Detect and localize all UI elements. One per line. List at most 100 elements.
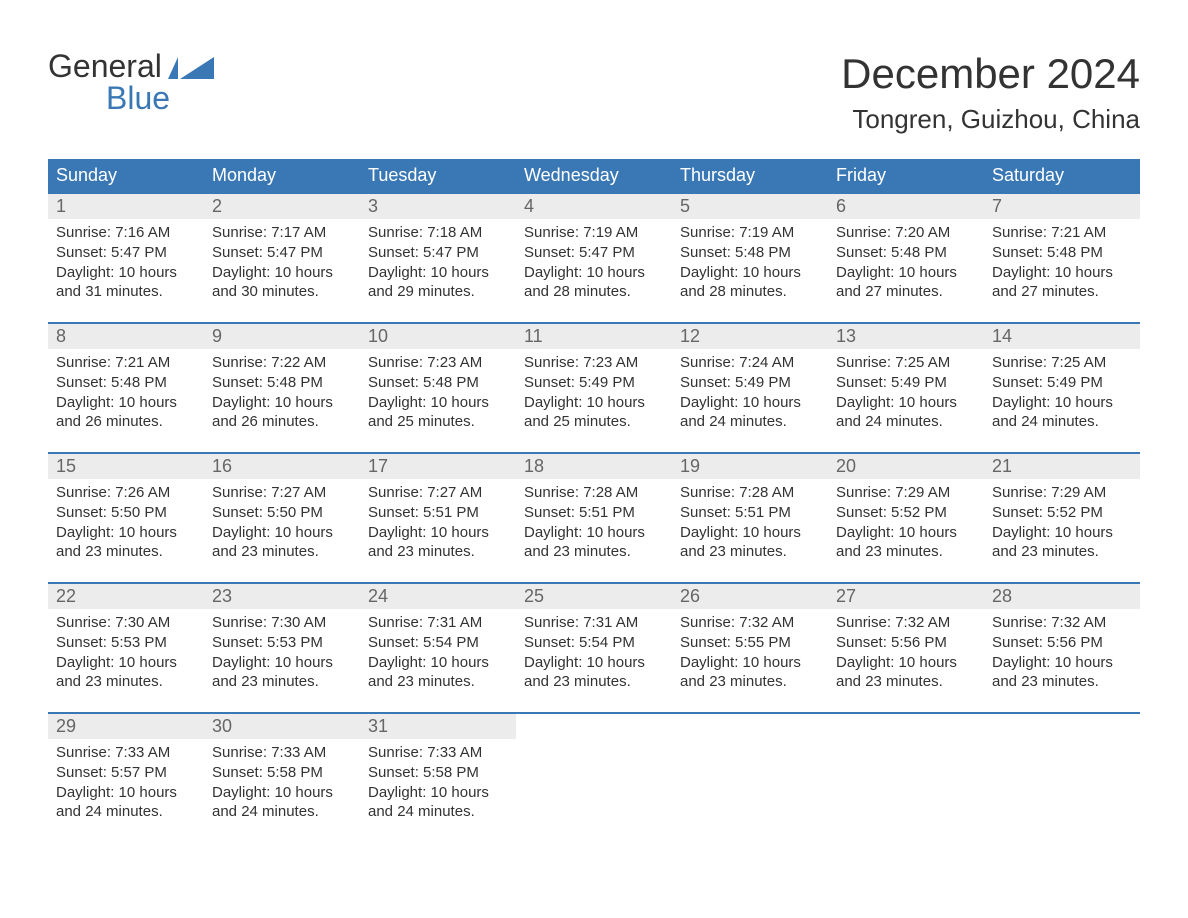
daylight-line2: and 26 minutes.	[212, 412, 354, 432]
day-header-monday: Monday	[204, 159, 360, 192]
day-cell: 15Sunrise: 7:26 AMSunset: 5:50 PMDayligh…	[48, 454, 204, 582]
daylight-line2: and 24 minutes.	[368, 802, 510, 822]
sunrise-text: Sunrise: 7:27 AM	[368, 483, 510, 503]
day-cell: 23Sunrise: 7:30 AMSunset: 5:53 PMDayligh…	[204, 584, 360, 712]
day-cell: 11Sunrise: 7:23 AMSunset: 5:49 PMDayligh…	[516, 324, 672, 452]
day-number: 30	[204, 714, 360, 739]
daylight-line1: Daylight: 10 hours	[680, 653, 822, 673]
sunset-text: Sunset: 5:55 PM	[680, 633, 822, 653]
daylight-line2: and 24 minutes.	[56, 802, 198, 822]
day-cell: 6Sunrise: 7:20 AMSunset: 5:48 PMDaylight…	[828, 194, 984, 322]
daylight-line2: and 23 minutes.	[836, 542, 978, 562]
daylight-line1: Daylight: 10 hours	[524, 393, 666, 413]
day-number: 6	[828, 194, 984, 219]
day-body: Sunrise: 7:17 AMSunset: 5:47 PMDaylight:…	[204, 219, 360, 302]
day-number: 20	[828, 454, 984, 479]
day-cell: 5Sunrise: 7:19 AMSunset: 5:48 PMDaylight…	[672, 194, 828, 322]
daylight-line1: Daylight: 10 hours	[524, 653, 666, 673]
day-number: 22	[48, 584, 204, 609]
sunrise-text: Sunrise: 7:25 AM	[992, 353, 1134, 373]
sunrise-text: Sunrise: 7:29 AM	[992, 483, 1134, 503]
sunrise-text: Sunrise: 7:23 AM	[524, 353, 666, 373]
sunset-text: Sunset: 5:52 PM	[836, 503, 978, 523]
daylight-line1: Daylight: 10 hours	[680, 393, 822, 413]
sunset-text: Sunset: 5:47 PM	[524, 243, 666, 263]
day-number	[828, 714, 984, 739]
sunset-text: Sunset: 5:57 PM	[56, 763, 198, 783]
day-number: 31	[360, 714, 516, 739]
logo-flag-icon	[168, 57, 214, 79]
daylight-line2: and 24 minutes.	[992, 412, 1134, 432]
day-number: 7	[984, 194, 1140, 219]
sunset-text: Sunset: 5:58 PM	[368, 763, 510, 783]
logo: General Blue	[48, 50, 214, 114]
day-body: Sunrise: 7:23 AMSunset: 5:48 PMDaylight:…	[360, 349, 516, 432]
daylight-line1: Daylight: 10 hours	[212, 783, 354, 803]
sunrise-text: Sunrise: 7:28 AM	[524, 483, 666, 503]
day-number: 2	[204, 194, 360, 219]
daylight-line2: and 23 minutes.	[680, 542, 822, 562]
sunrise-text: Sunrise: 7:29 AM	[836, 483, 978, 503]
day-cell	[516, 714, 672, 842]
daylight-line2: and 24 minutes.	[836, 412, 978, 432]
week-row: 8Sunrise: 7:21 AMSunset: 5:48 PMDaylight…	[48, 322, 1140, 452]
day-body: Sunrise: 7:32 AMSunset: 5:56 PMDaylight:…	[984, 609, 1140, 692]
day-body: Sunrise: 7:30 AMSunset: 5:53 PMDaylight:…	[48, 609, 204, 692]
daylight-line2: and 23 minutes.	[212, 672, 354, 692]
day-body: Sunrise: 7:18 AMSunset: 5:47 PMDaylight:…	[360, 219, 516, 302]
sunset-text: Sunset: 5:49 PM	[524, 373, 666, 393]
day-body: Sunrise: 7:27 AMSunset: 5:51 PMDaylight:…	[360, 479, 516, 562]
day-header-tuesday: Tuesday	[360, 159, 516, 192]
sunset-text: Sunset: 5:53 PM	[212, 633, 354, 653]
daylight-line2: and 29 minutes.	[368, 282, 510, 302]
day-number: 1	[48, 194, 204, 219]
daylight-line2: and 23 minutes.	[368, 672, 510, 692]
day-body: Sunrise: 7:25 AMSunset: 5:49 PMDaylight:…	[984, 349, 1140, 432]
sunset-text: Sunset: 5:54 PM	[524, 633, 666, 653]
sunrise-text: Sunrise: 7:30 AM	[212, 613, 354, 633]
sunrise-text: Sunrise: 7:17 AM	[212, 223, 354, 243]
daylight-line2: and 23 minutes.	[992, 672, 1134, 692]
sunrise-text: Sunrise: 7:21 AM	[56, 353, 198, 373]
sunset-text: Sunset: 5:51 PM	[680, 503, 822, 523]
daylight-line2: and 28 minutes.	[680, 282, 822, 302]
day-cell: 19Sunrise: 7:28 AMSunset: 5:51 PMDayligh…	[672, 454, 828, 582]
sunset-text: Sunset: 5:50 PM	[212, 503, 354, 523]
sunset-text: Sunset: 5:48 PM	[368, 373, 510, 393]
sunset-text: Sunset: 5:51 PM	[524, 503, 666, 523]
day-cell	[828, 714, 984, 842]
day-cell: 27Sunrise: 7:32 AMSunset: 5:56 PMDayligh…	[828, 584, 984, 712]
day-cell: 24Sunrise: 7:31 AMSunset: 5:54 PMDayligh…	[360, 584, 516, 712]
daylight-line2: and 23 minutes.	[680, 672, 822, 692]
day-cell: 13Sunrise: 7:25 AMSunset: 5:49 PMDayligh…	[828, 324, 984, 452]
daylight-line2: and 25 minutes.	[524, 412, 666, 432]
sunrise-text: Sunrise: 7:33 AM	[368, 743, 510, 763]
logo-line2: Blue	[48, 82, 214, 114]
sunrise-text: Sunrise: 7:24 AM	[680, 353, 822, 373]
day-number: 10	[360, 324, 516, 349]
day-header-wednesday: Wednesday	[516, 159, 672, 192]
day-cell: 4Sunrise: 7:19 AMSunset: 5:47 PMDaylight…	[516, 194, 672, 322]
day-number: 4	[516, 194, 672, 219]
day-body: Sunrise: 7:32 AMSunset: 5:55 PMDaylight:…	[672, 609, 828, 692]
day-cell: 10Sunrise: 7:23 AMSunset: 5:48 PMDayligh…	[360, 324, 516, 452]
sunset-text: Sunset: 5:48 PM	[992, 243, 1134, 263]
sunrise-text: Sunrise: 7:27 AM	[212, 483, 354, 503]
day-body: Sunrise: 7:24 AMSunset: 5:49 PMDaylight:…	[672, 349, 828, 432]
sunset-text: Sunset: 5:56 PM	[992, 633, 1134, 653]
daylight-line2: and 31 minutes.	[56, 282, 198, 302]
sunrise-text: Sunrise: 7:32 AM	[836, 613, 978, 633]
day-number: 19	[672, 454, 828, 479]
sunset-text: Sunset: 5:48 PM	[836, 243, 978, 263]
daylight-line2: and 26 minutes.	[56, 412, 198, 432]
sunset-text: Sunset: 5:49 PM	[680, 373, 822, 393]
sunrise-text: Sunrise: 7:22 AM	[212, 353, 354, 373]
day-number: 26	[672, 584, 828, 609]
day-body: Sunrise: 7:29 AMSunset: 5:52 PMDaylight:…	[828, 479, 984, 562]
day-cell: 2Sunrise: 7:17 AMSunset: 5:47 PMDaylight…	[204, 194, 360, 322]
day-cell: 14Sunrise: 7:25 AMSunset: 5:49 PMDayligh…	[984, 324, 1140, 452]
day-body: Sunrise: 7:23 AMSunset: 5:49 PMDaylight:…	[516, 349, 672, 432]
daylight-line1: Daylight: 10 hours	[368, 393, 510, 413]
daylight-line2: and 25 minutes.	[368, 412, 510, 432]
day-cell: 12Sunrise: 7:24 AMSunset: 5:49 PMDayligh…	[672, 324, 828, 452]
